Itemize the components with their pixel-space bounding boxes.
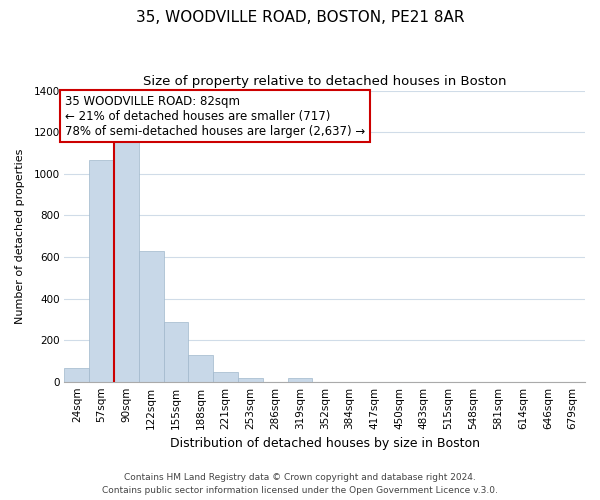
Bar — [64, 368, 89, 382]
Text: 35, WOODVILLE ROAD, BOSTON, PE21 8AR: 35, WOODVILLE ROAD, BOSTON, PE21 8AR — [136, 10, 464, 25]
Bar — [114, 140, 139, 382]
Text: Contains HM Land Registry data © Crown copyright and database right 2024.
Contai: Contains HM Land Registry data © Crown c… — [102, 474, 498, 495]
X-axis label: Distribution of detached houses by size in Boston: Distribution of detached houses by size … — [170, 437, 480, 450]
Bar — [287, 378, 313, 382]
Bar — [238, 378, 263, 382]
Text: 35 WOODVILLE ROAD: 82sqm
← 21% of detached houses are smaller (717)
78% of semi-: 35 WOODVILLE ROAD: 82sqm ← 21% of detach… — [65, 94, 365, 138]
Y-axis label: Number of detached properties: Number of detached properties — [15, 148, 25, 324]
Bar — [89, 160, 114, 382]
Title: Size of property relative to detached houses in Boston: Size of property relative to detached ho… — [143, 75, 506, 88]
Bar — [213, 372, 238, 382]
Bar — [164, 322, 188, 382]
Bar — [139, 250, 164, 382]
Bar — [188, 354, 213, 382]
